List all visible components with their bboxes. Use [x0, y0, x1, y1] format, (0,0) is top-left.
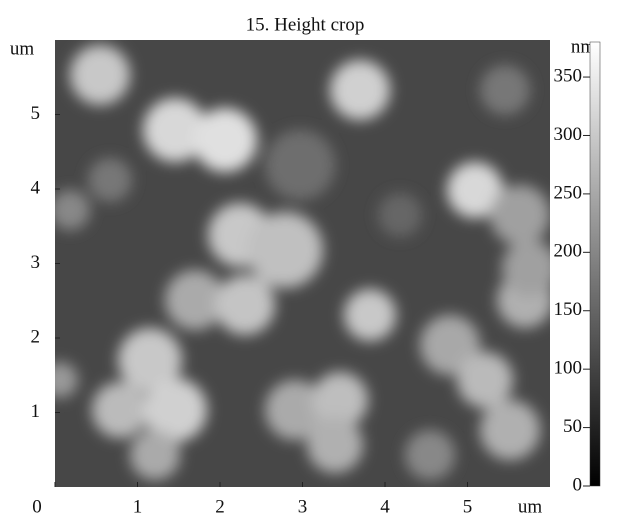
colorbar-tick-label: 150 [554, 299, 583, 320]
colorbar-tick-label: 100 [554, 358, 583, 379]
y-tick-label: 2 [31, 326, 41, 347]
x-tick-label: 0 [32, 496, 42, 517]
colorbar-tick-label: 50 [563, 416, 582, 437]
y-tick-label: 3 [31, 252, 41, 273]
colorbar-tick-label: 250 [554, 182, 583, 203]
chart-title: 15. Height crop [246, 14, 365, 35]
y-axis-label: um [10, 38, 35, 59]
x-tick-label: 2 [215, 496, 225, 517]
colorbar-tick-label: 300 [554, 124, 583, 145]
y-tick-label: 4 [31, 177, 41, 198]
x-tick-label: 3 [298, 496, 308, 517]
colorbar-tick-label: 200 [554, 241, 583, 262]
colorbar-tick-label: 0 [573, 474, 583, 495]
x-axis-label: um [518, 496, 543, 517]
colorbar [589, 41, 601, 487]
x-tick-label: 1 [133, 496, 143, 517]
x-tick-label: 4 [380, 496, 390, 517]
colorbar-label: nm [571, 36, 596, 57]
height-image [55, 40, 550, 487]
x-tick-label: 5 [463, 496, 473, 517]
y-tick-label: 1 [31, 401, 41, 422]
y-tick-label: 5 [31, 103, 41, 124]
colorbar-tick-label: 350 [554, 65, 583, 86]
